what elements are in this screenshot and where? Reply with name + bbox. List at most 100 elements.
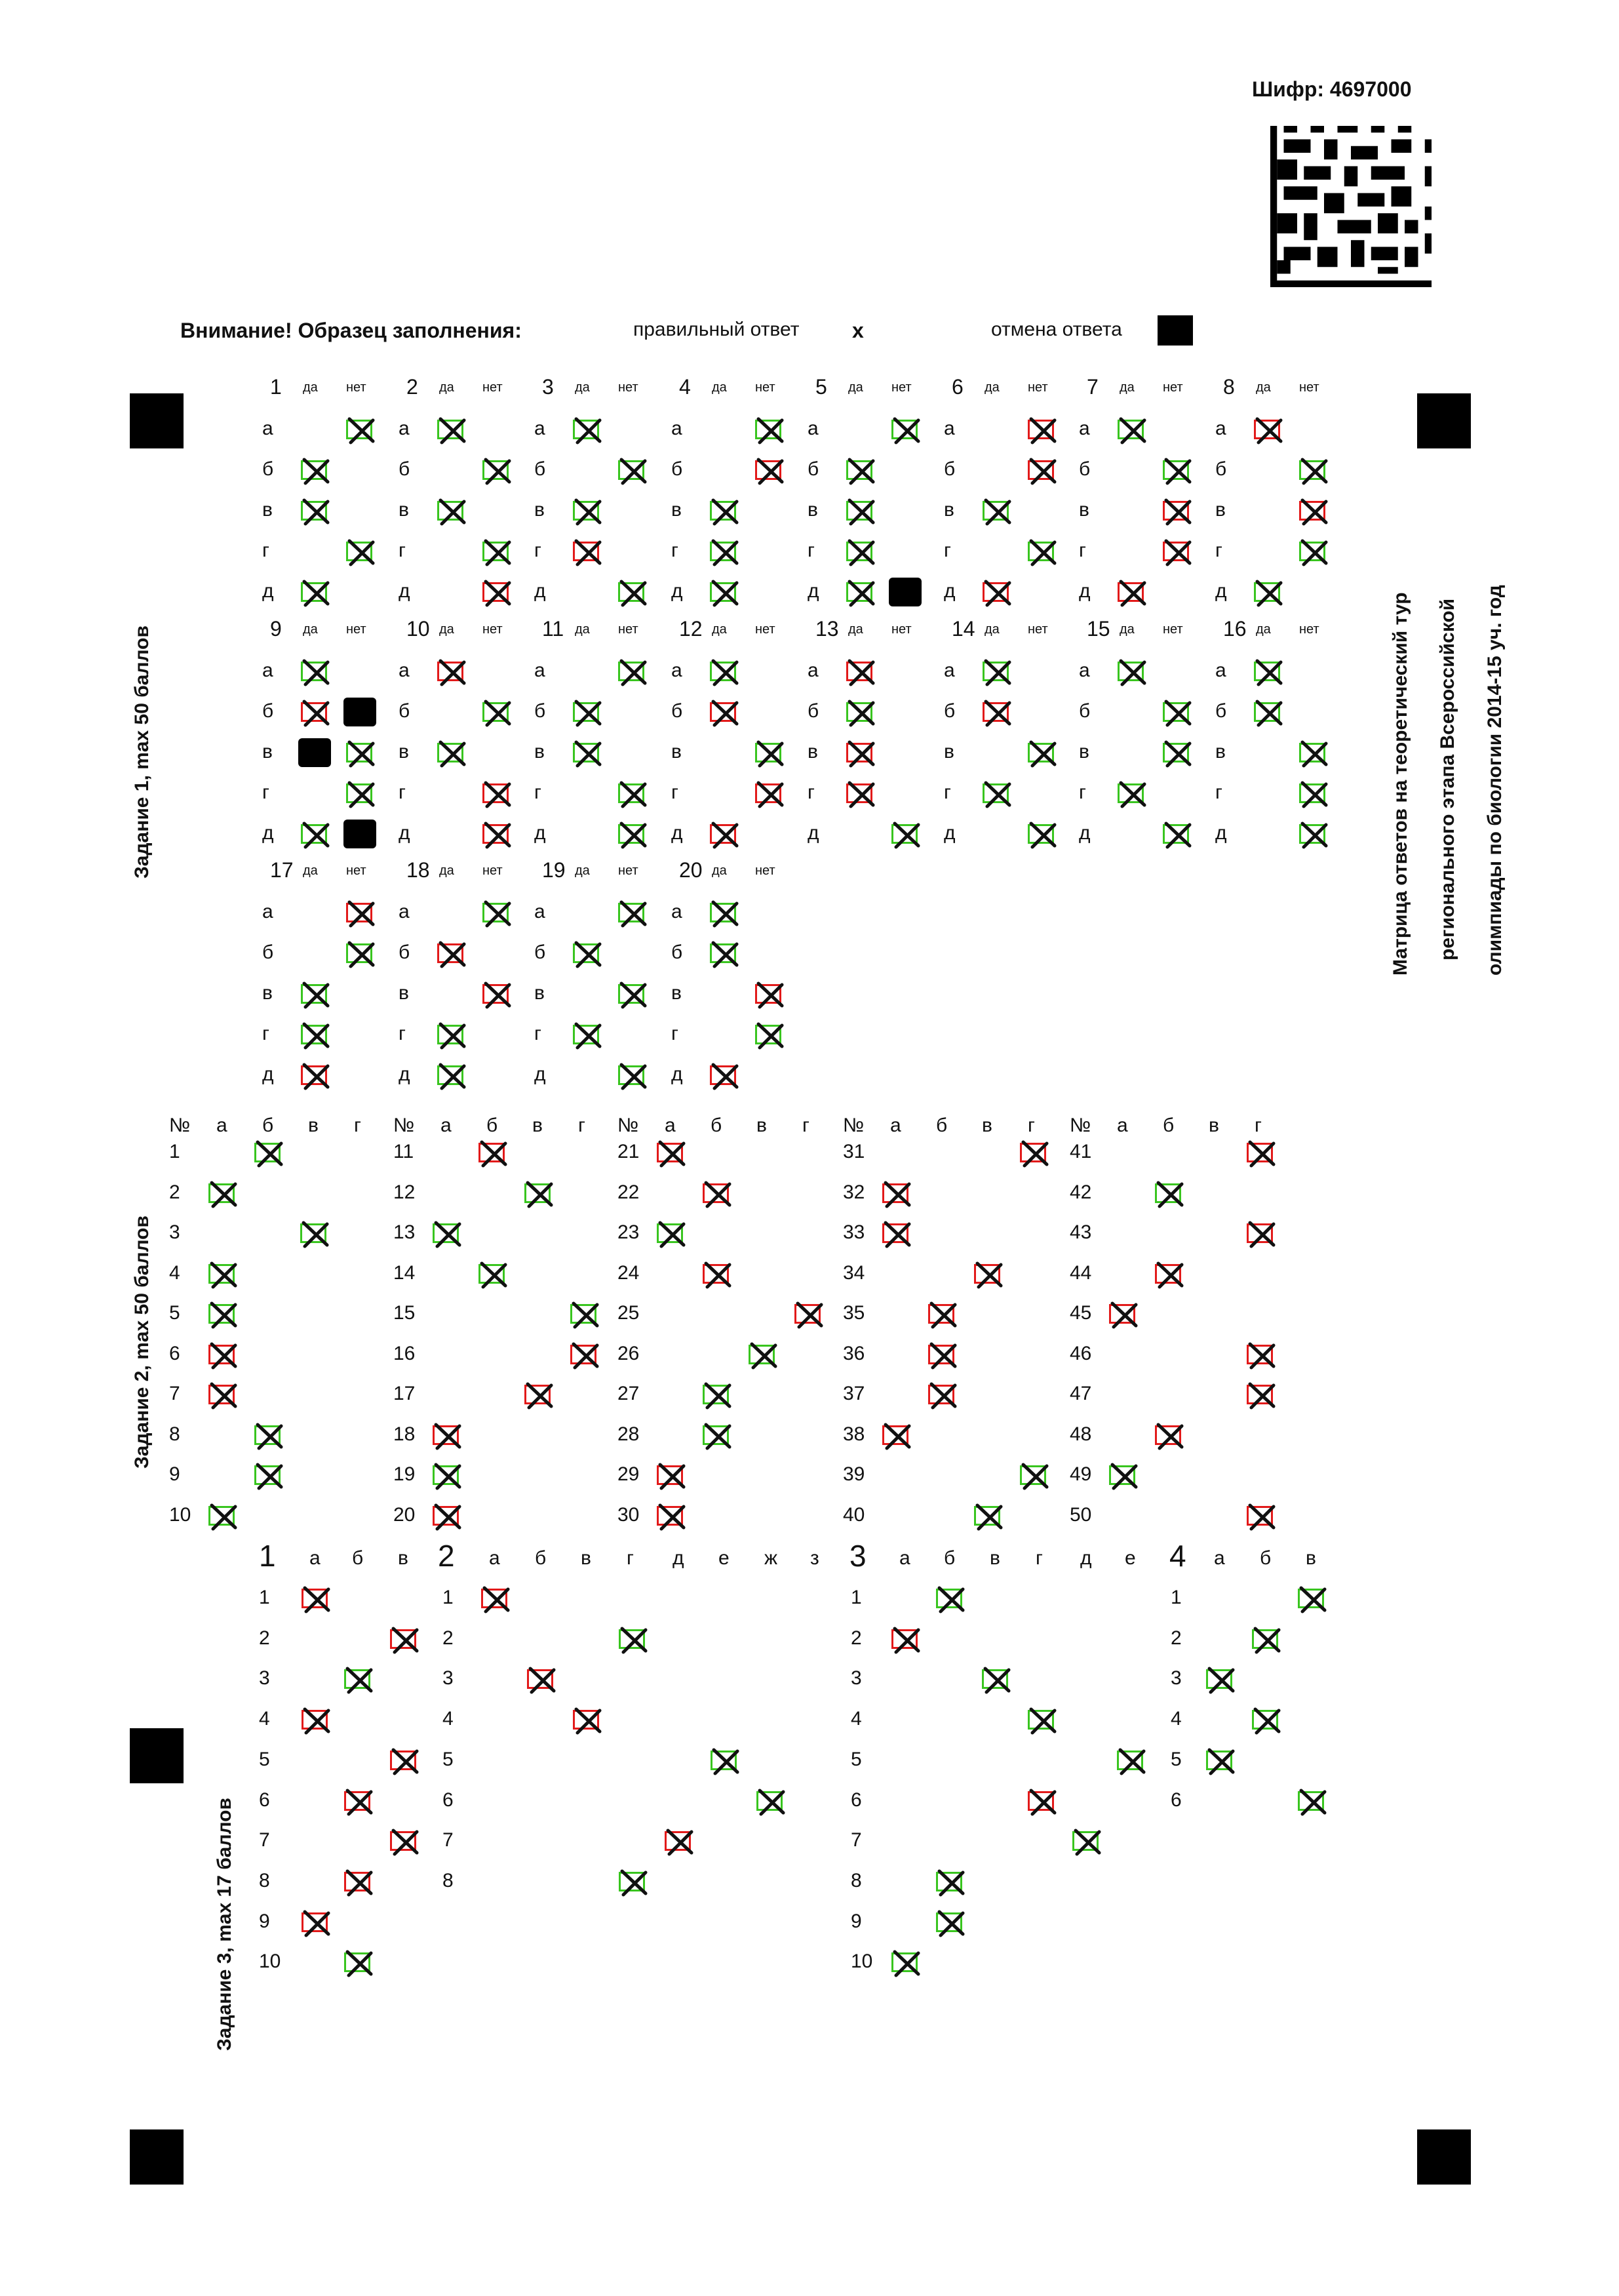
task2-q21-mark[interactable]	[657, 1140, 686, 1168]
task1-q18-в-mark[interactable]	[482, 981, 511, 1009]
task1-q3-б-mark[interactable]	[618, 458, 647, 485]
task2-q5-mark[interactable]	[208, 1301, 237, 1329]
task2-q31-mark[interactable]	[1020, 1140, 1049, 1168]
task1-q1-а-mark[interactable]	[346, 417, 375, 445]
task2-q19-mark[interactable]	[433, 1463, 461, 1490]
task1-q4-б-mark[interactable]	[755, 458, 784, 485]
task1-q7-а-mark[interactable]	[1118, 417, 1146, 445]
task3-group1-row4-mark[interactable]	[302, 1707, 330, 1735]
task2-q43-mark[interactable]	[1247, 1221, 1276, 1248]
task3-group2-row7-mark[interactable]	[665, 1829, 693, 1856]
task1-q18-б-mark[interactable]	[437, 941, 466, 968]
task1-q1-г-mark[interactable]	[346, 539, 375, 566]
task1-q4-а-mark[interactable]	[755, 417, 784, 445]
task2-q42-mark[interactable]	[1155, 1181, 1184, 1208]
task3-group2-row1-mark[interactable]	[481, 1586, 510, 1613]
task3-group1-row5-mark[interactable]	[390, 1748, 419, 1775]
task1-q9-в-mark[interactable]	[346, 740, 375, 768]
task2-q24-mark[interactable]	[703, 1261, 731, 1288]
task3-group4-row2-mark[interactable]	[1252, 1627, 1281, 1654]
task1-q19-г-mark[interactable]	[573, 1022, 602, 1050]
task1-q2-в-mark[interactable]	[437, 498, 466, 526]
task2-q40-mark[interactable]	[974, 1503, 1003, 1530]
task1-q13-а-mark[interactable]	[846, 659, 875, 686]
task1-q18-а-mark[interactable]	[482, 900, 511, 928]
task3-group3-row8-mark[interactable]	[936, 1869, 965, 1897]
task2-q50-mark[interactable]	[1247, 1503, 1276, 1530]
task2-q17-mark[interactable]	[524, 1382, 553, 1410]
task1-q6-г-mark[interactable]	[1028, 539, 1057, 566]
task2-q32-mark[interactable]	[882, 1181, 911, 1208]
task1-q17-а-mark[interactable]	[346, 900, 375, 928]
task2-q28-mark[interactable]	[703, 1423, 731, 1450]
task1-q7-в-mark[interactable]	[1163, 498, 1192, 526]
task2-q49-mark[interactable]	[1109, 1463, 1138, 1490]
task1-q11-а-mark[interactable]	[618, 659, 647, 686]
task3-group1-row7-mark[interactable]	[390, 1829, 419, 1856]
task2-q16-mark[interactable]	[570, 1342, 599, 1369]
task1-q10-г-mark[interactable]	[482, 781, 511, 808]
task3-group2-row5-mark[interactable]	[711, 1748, 739, 1775]
task1-q16-в-mark[interactable]	[1299, 740, 1328, 768]
task3-group2-row6-mark[interactable]	[756, 1789, 785, 1815]
task1-q9-а-mark[interactable]	[301, 659, 330, 686]
task2-q15-mark[interactable]	[570, 1301, 599, 1329]
task1-q19-б-mark[interactable]	[573, 941, 602, 968]
task1-q11-б-mark[interactable]	[573, 700, 602, 727]
task1-q8-в-mark[interactable]	[1299, 498, 1328, 526]
task1-q6-в-mark[interactable]	[983, 498, 1011, 526]
task1-q1-б-mark[interactable]	[301, 458, 330, 485]
task3-group2-row2-mark[interactable]	[619, 1627, 648, 1654]
task1-q10-б-mark[interactable]	[482, 700, 511, 727]
task1-q16-б-mark[interactable]	[1254, 700, 1283, 727]
task2-q38-mark[interactable]	[882, 1423, 911, 1450]
task2-q44-mark[interactable]	[1155, 1261, 1184, 1288]
task3-group3-row9-mark[interactable]	[936, 1910, 965, 1937]
task1-q3-а-mark[interactable]	[573, 417, 602, 445]
task1-q12-в-mark[interactable]	[755, 740, 784, 768]
task2-q47-mark[interactable]	[1247, 1382, 1276, 1410]
task2-q4-mark[interactable]	[208, 1261, 237, 1288]
task3-group1-row10-mark[interactable]	[344, 1950, 373, 1977]
task3-group4-row5-mark[interactable]	[1206, 1748, 1235, 1775]
task1-q11-г-mark[interactable]	[618, 781, 647, 808]
task2-q13-mark[interactable]	[433, 1221, 461, 1248]
task2-q45-mark[interactable]	[1109, 1301, 1138, 1329]
task1-q8-д-mark[interactable]	[1254, 580, 1283, 607]
task3-group1-row6-mark[interactable]	[344, 1789, 373, 1815]
task3-group3-row10-mark[interactable]	[891, 1950, 920, 1977]
task2-q9-mark[interactable]	[254, 1463, 283, 1490]
task1-q13-в-mark[interactable]	[846, 740, 875, 768]
task1-q14-а-mark[interactable]	[983, 659, 1011, 686]
task1-q3-д-mark[interactable]	[618, 580, 647, 607]
task3-group2-row3-mark[interactable]	[527, 1667, 556, 1694]
task1-q3-г-mark[interactable]	[573, 539, 602, 566]
task2-q18-mark[interactable]	[433, 1423, 461, 1450]
task2-q36-mark[interactable]	[928, 1342, 957, 1369]
task1-q2-г-mark[interactable]	[482, 539, 511, 566]
task3-group3-row6-mark[interactable]	[1028, 1789, 1057, 1815]
task1-q4-в-mark[interactable]	[710, 498, 739, 526]
task1-q8-г-mark[interactable]	[1299, 539, 1328, 566]
task1-q1-д-mark[interactable]	[301, 580, 330, 607]
task1-q15-а-mark[interactable]	[1118, 659, 1146, 686]
task2-q6-mark[interactable]	[208, 1342, 237, 1369]
task1-q15-в-mark[interactable]	[1163, 740, 1192, 768]
task1-q5-д-mark[interactable]	[846, 580, 875, 607]
task1-q19-д-mark[interactable]	[618, 1063, 647, 1090]
task1-q12-г-mark[interactable]	[755, 781, 784, 808]
task2-q10-mark[interactable]	[208, 1503, 237, 1530]
task1-q2-д-mark[interactable]	[482, 580, 511, 607]
task1-q18-г-mark[interactable]	[437, 1022, 466, 1050]
task2-q20-mark[interactable]	[433, 1503, 461, 1530]
task1-q2-б-mark[interactable]	[482, 458, 511, 485]
task2-q23-mark[interactable]	[657, 1221, 686, 1248]
task1-q17-в-mark[interactable]	[301, 981, 330, 1009]
task1-q14-б-mark[interactable]	[983, 700, 1011, 727]
task2-q12-mark[interactable]	[524, 1181, 553, 1208]
task2-q33-mark[interactable]	[882, 1221, 911, 1248]
task1-q20-б-mark[interactable]	[710, 941, 739, 968]
task1-q14-г-mark[interactable]	[983, 781, 1011, 808]
task1-q12-а-mark[interactable]	[710, 659, 739, 686]
task3-group3-row3-mark[interactable]	[982, 1667, 1011, 1694]
